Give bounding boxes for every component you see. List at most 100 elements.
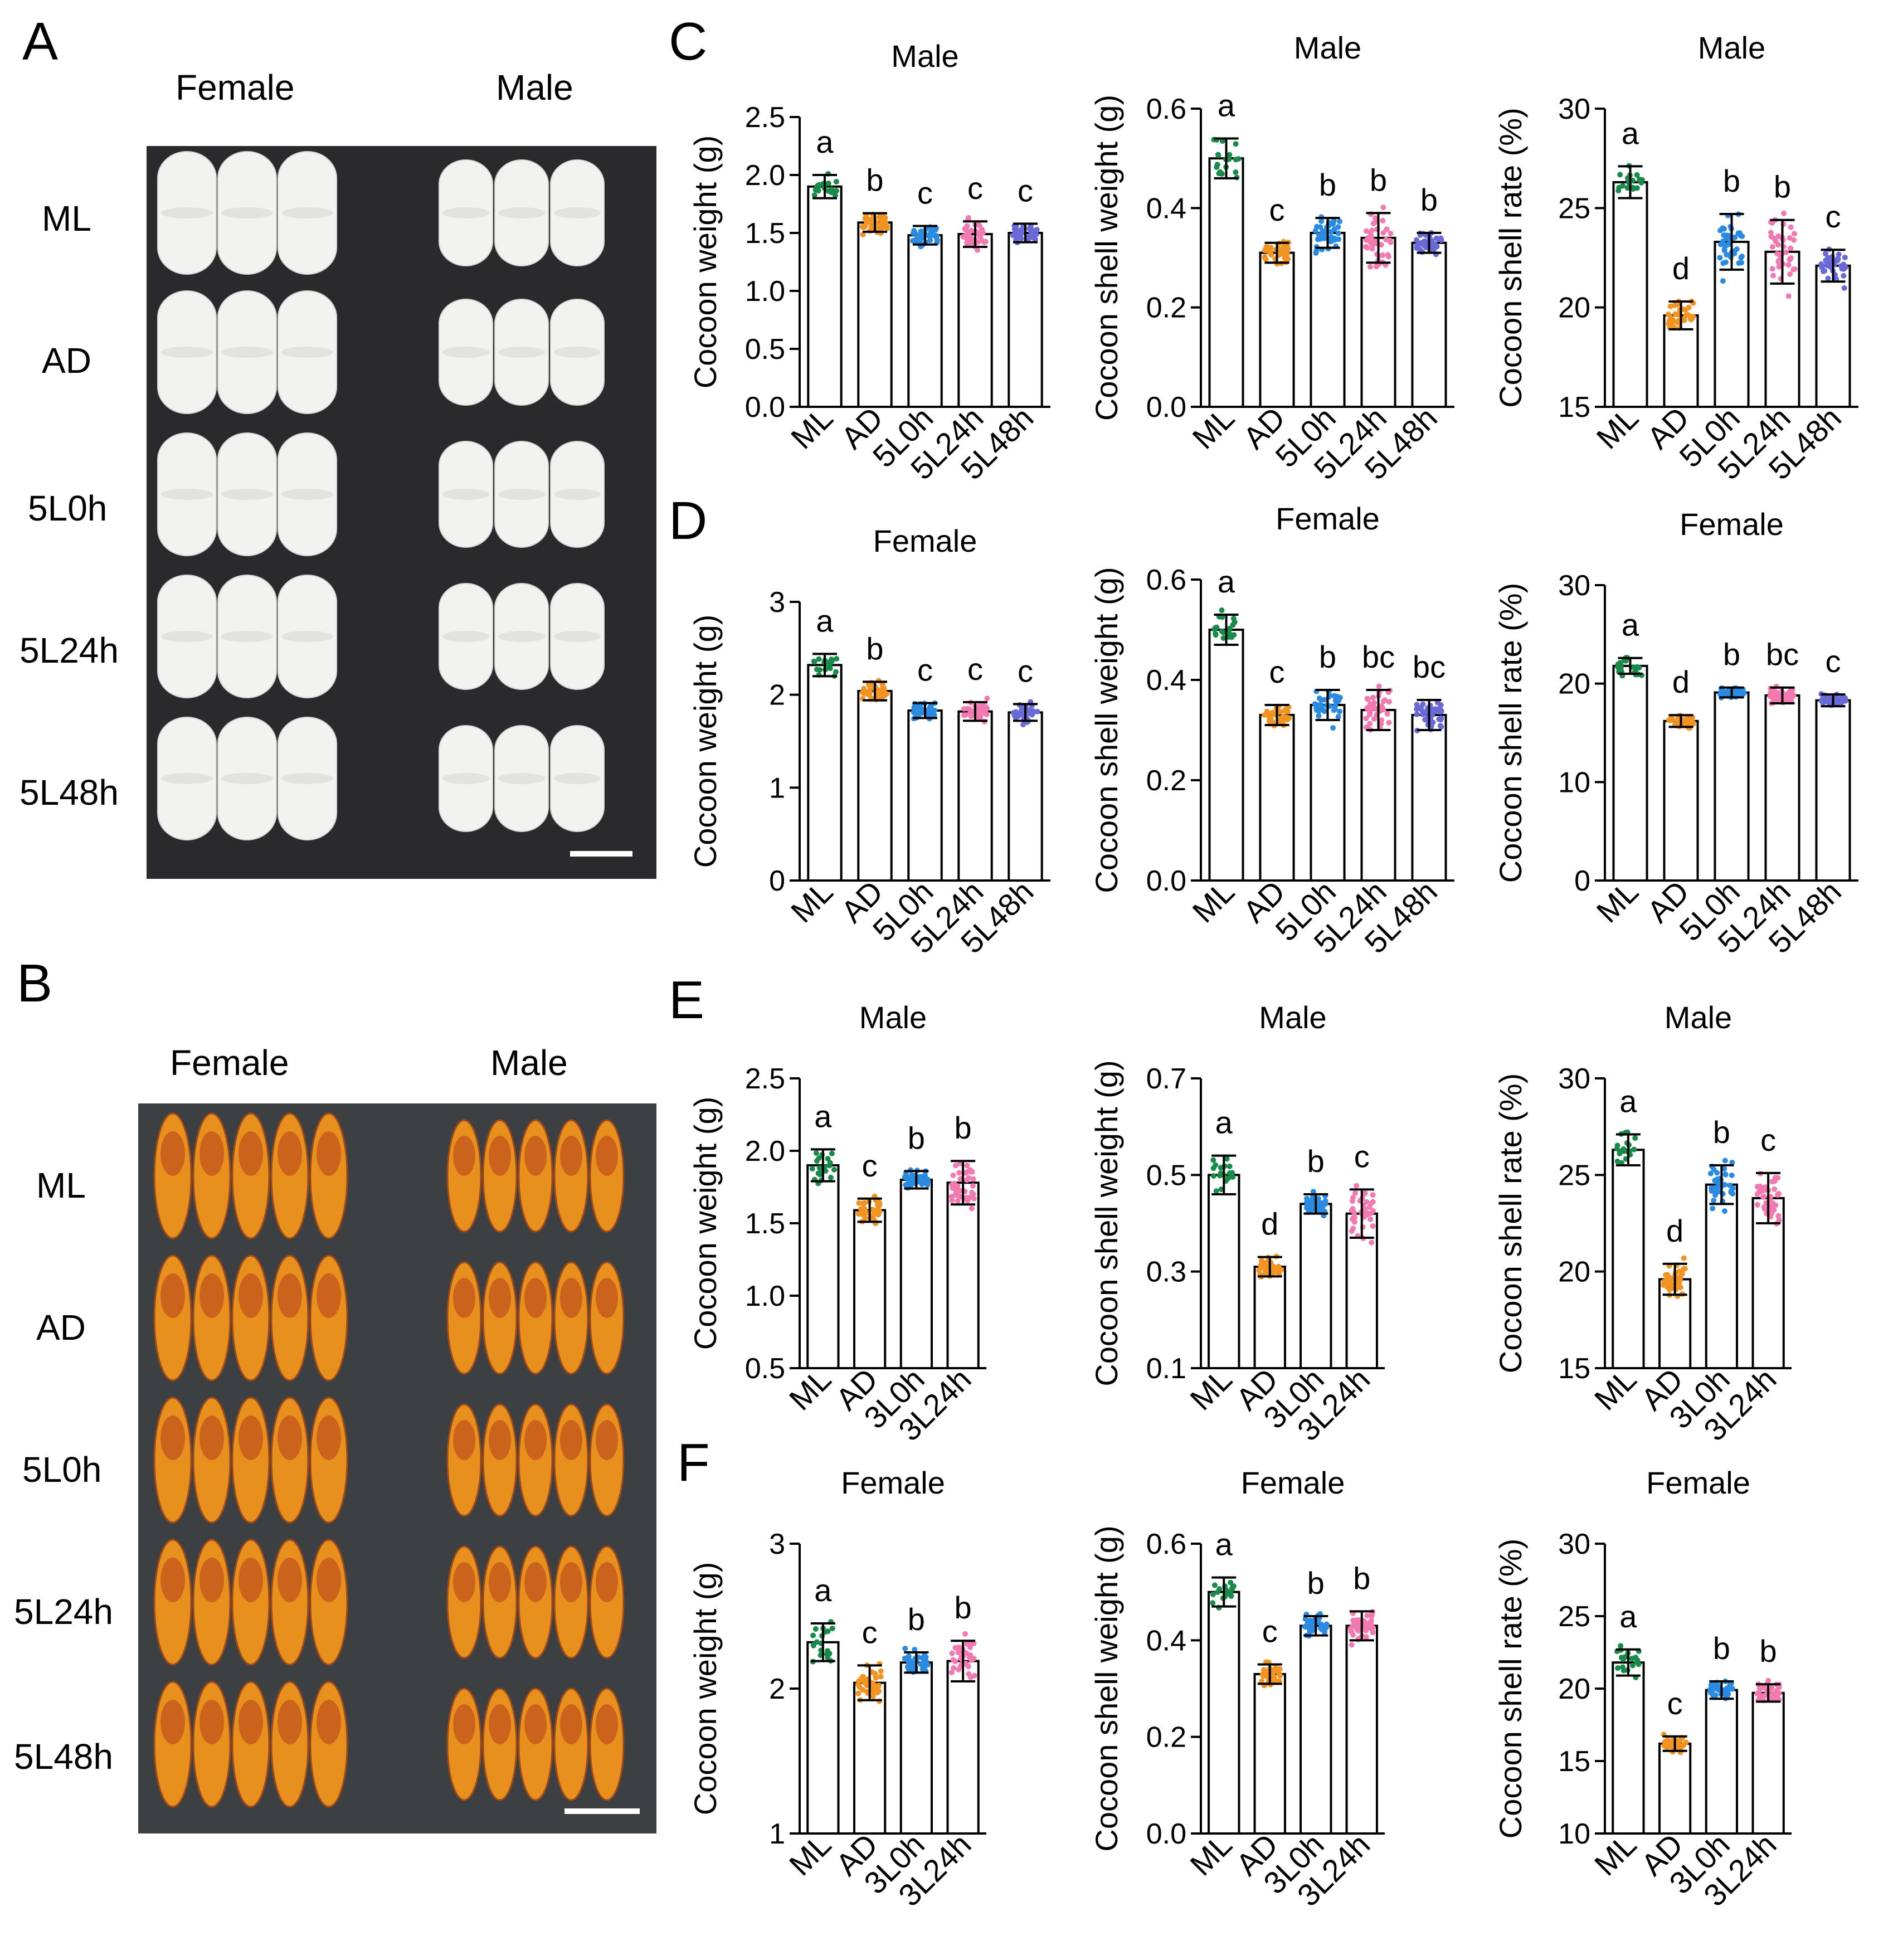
- data-point: [875, 693, 881, 699]
- data-point: [961, 706, 967, 712]
- data-point: [1787, 256, 1793, 262]
- bar: [1345, 1625, 1378, 1835]
- pupa-head: [199, 1131, 224, 1176]
- data-point: [1769, 1685, 1775, 1691]
- y-tick-label: 0.0: [1146, 865, 1186, 897]
- significance-letter: b: [1353, 1560, 1370, 1596]
- data-point: [1302, 1624, 1308, 1630]
- data-point: [812, 187, 819, 193]
- data-point: [977, 234, 983, 240]
- significance-letter: b: [1723, 163, 1740, 198]
- cocoon-waist: [281, 773, 333, 784]
- data-point: [1633, 1654, 1639, 1660]
- x-tick-label: ML: [1588, 1361, 1643, 1417]
- pupa-head: [239, 1558, 263, 1602]
- panel-label-c: C: [669, 12, 708, 71]
- bar: [1208, 157, 1244, 408]
- data-point: [872, 1682, 878, 1689]
- data-point: [1724, 252, 1730, 258]
- cocoon-waist: [554, 207, 601, 218]
- data-point: [1683, 718, 1690, 724]
- photo-a-row-ad: AD: [42, 341, 91, 381]
- y-tick-label: 25: [1558, 192, 1590, 225]
- significance-letter: c: [967, 651, 983, 687]
- data-point: [1367, 1200, 1374, 1207]
- data-point: [1435, 236, 1442, 242]
- bar: [807, 664, 843, 882]
- bar: [1300, 1203, 1332, 1369]
- data-point: [912, 230, 918, 236]
- bar: [806, 1164, 840, 1369]
- significance-letter: b: [1370, 162, 1387, 197]
- chart-d2: 0.0 0.2 0.4 0.6 Cocoon shell weight (g) Femal…: [1089, 501, 1454, 960]
- cocoon-waist: [221, 631, 273, 642]
- data-point: [1347, 1626, 1354, 1632]
- pupa-head: [560, 1704, 582, 1744]
- data-point: [1776, 264, 1782, 270]
- data-point: [1414, 702, 1420, 708]
- data-point: [1302, 1616, 1308, 1622]
- pupa-photo: [138, 1103, 656, 1833]
- data-point: [1231, 632, 1237, 638]
- data-point: [1283, 706, 1289, 712]
- data-point: [1721, 1208, 1727, 1214]
- data-point: [860, 224, 867, 230]
- pupa-head: [278, 1273, 302, 1318]
- chart-title: Female: [1241, 1465, 1345, 1500]
- data-point: [1834, 257, 1841, 264]
- data-point: [1363, 244, 1369, 250]
- data-point: [1754, 1202, 1760, 1208]
- bar: [1310, 704, 1346, 882]
- data-point: [1681, 1255, 1687, 1261]
- x-tick-label: ML: [784, 874, 840, 930]
- data-point: [1331, 218, 1337, 224]
- data-point: [1380, 205, 1386, 211]
- significance-letter: c: [862, 1614, 878, 1650]
- data-point: [816, 656, 822, 662]
- data-point: [1672, 302, 1678, 308]
- data-point: [1618, 1643, 1624, 1649]
- data-point: [971, 1656, 977, 1662]
- data-point: [1637, 176, 1643, 182]
- significance-letter: c: [917, 176, 933, 211]
- data-point: [1216, 1586, 1223, 1592]
- y-tick-label: 0.0: [1146, 1818, 1186, 1850]
- y-tick-label: 2.5: [745, 1063, 785, 1095]
- bar: [1208, 1591, 1240, 1835]
- data-point: [1380, 217, 1386, 223]
- data-point: [1354, 1623, 1360, 1630]
- data-point: [967, 1652, 974, 1658]
- data-point: [1226, 156, 1232, 162]
- data-point: [963, 1195, 969, 1201]
- data-point: [1636, 665, 1642, 671]
- data-point: [875, 1212, 882, 1218]
- pupa-head: [199, 1700, 224, 1744]
- significance-letter: c: [1269, 192, 1285, 227]
- significance-letter: b: [1319, 639, 1336, 674]
- significance-letter: c: [862, 1148, 878, 1183]
- data-point: [862, 1215, 868, 1221]
- chart-e1: 0.5 1.0 1.5 2.0 2.5 Cocoon weight (g) Male a ML c…: [688, 1000, 986, 1448]
- data-point: [957, 1160, 963, 1166]
- data-point: [1018, 227, 1024, 233]
- data-point: [1632, 1135, 1638, 1141]
- data-point: [1841, 273, 1847, 279]
- data-point: [1774, 251, 1780, 257]
- data-point: [1371, 716, 1378, 722]
- data-point: [1335, 714, 1341, 720]
- data-point: [811, 659, 817, 665]
- data-point: [1676, 1268, 1682, 1275]
- data-point: [858, 1676, 864, 1682]
- pupa-head: [524, 1562, 547, 1602]
- y-tick-label: 30: [1558, 93, 1590, 125]
- data-point: [1760, 1194, 1766, 1200]
- data-point: [857, 1211, 863, 1217]
- data-point: [1683, 313, 1689, 319]
- data-point: [833, 188, 839, 194]
- data-point: [1233, 157, 1239, 163]
- data-point: [1690, 314, 1696, 320]
- data-point: [1824, 262, 1831, 269]
- bar: [1208, 629, 1244, 882]
- data-point: [1310, 1189, 1316, 1195]
